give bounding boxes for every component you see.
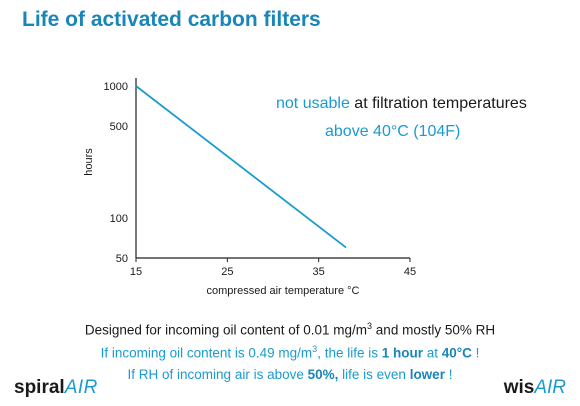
footer-text: life is even xyxy=(338,367,410,382)
annotation-highlight: not usable xyxy=(276,95,350,112)
footer-bold: 40°C xyxy=(441,345,472,361)
footer-text: ! xyxy=(471,345,480,361)
spiralair-logo: spiralAIR xyxy=(14,377,98,399)
footer-sup: 3 xyxy=(312,344,318,354)
chart-axes xyxy=(135,78,410,259)
y-tick-label: 50 xyxy=(116,253,128,265)
series-line xyxy=(135,85,347,249)
footer-line-2: If incoming oil content is 0.49 mg/m3, t… xyxy=(0,344,580,361)
annotation-line-1: not usable at filtration temperatures xyxy=(276,95,527,113)
footer-text: at xyxy=(422,345,442,361)
y-tick-label: 500 xyxy=(110,121,128,133)
footer-bold: 50%, xyxy=(307,367,339,382)
footer-bold: 1 hour xyxy=(381,345,423,361)
footer-text: ! xyxy=(444,367,453,382)
chart-ticks: 15 25 35 45 50 100 500 1000 xyxy=(104,81,417,278)
logo-text: AIR xyxy=(534,377,566,398)
chart-series xyxy=(135,85,347,249)
y-tick-label: 100 xyxy=(110,213,128,225)
footer-line-3: If RH of incoming air is above 50%, life… xyxy=(0,367,580,382)
logo-text: wis xyxy=(503,377,535,398)
x-tick-label: 25 xyxy=(221,266,233,278)
x-axis-label: compressed air temperature °C xyxy=(207,285,360,297)
x-tick-label: 45 xyxy=(404,266,416,278)
annotation-line-2: above 40°C (104F) xyxy=(325,123,461,140)
footer-text: , the life is xyxy=(317,345,382,361)
footer-text: If RH of incoming air is above xyxy=(127,367,308,382)
footer-text: and mostly 50% RH xyxy=(372,322,496,338)
page-title: Life of activated carbon filters xyxy=(22,8,321,31)
chart-axis-labels: compressed air temperature °C hours xyxy=(83,148,360,297)
footer-text: If incoming oil content is 0.49 mg/m xyxy=(100,345,313,361)
footer-text: Designed for incoming oil content of 0.0… xyxy=(84,322,368,338)
footer-line-1: Designed for incoming oil content of 0.0… xyxy=(0,321,580,338)
footer-bold: lower xyxy=(409,367,445,382)
footer-sup: 3 xyxy=(367,321,373,331)
logo-text: AIR xyxy=(64,377,98,398)
annotation-rest: at filtration temperatures xyxy=(349,95,527,112)
x-tick-label: 15 xyxy=(130,266,142,278)
x-tick-label: 35 xyxy=(313,266,325,278)
y-axis-label: hours xyxy=(83,148,95,176)
logo-text: spiral xyxy=(14,377,65,398)
y-tick-label: 1000 xyxy=(104,81,128,93)
wisair-logo: wisAIR xyxy=(504,377,566,399)
